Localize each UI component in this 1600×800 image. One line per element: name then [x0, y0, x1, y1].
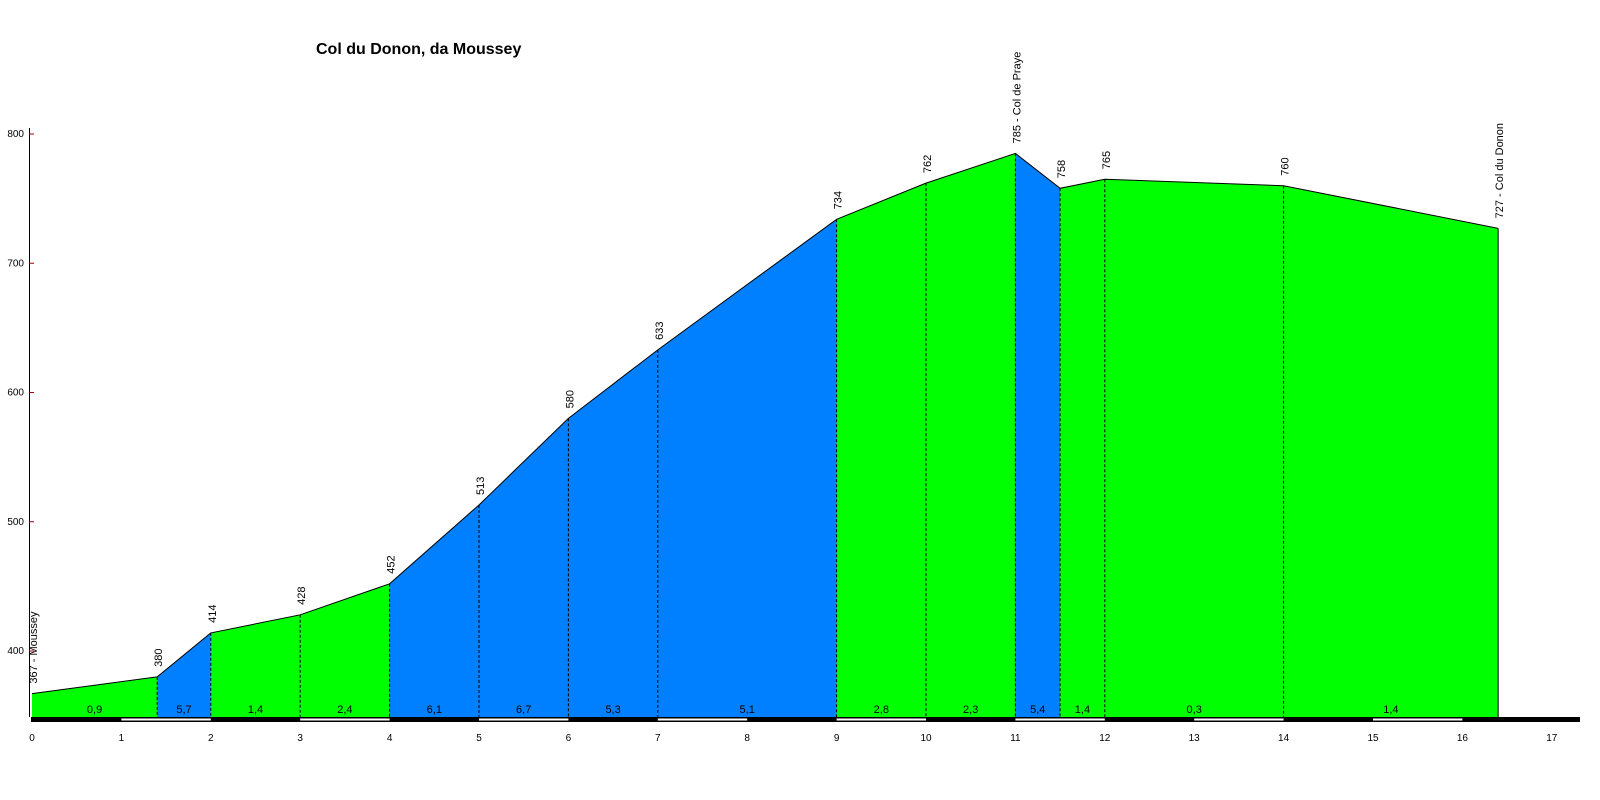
segment-area-9: [926, 153, 1016, 717]
segment-area-11: [1060, 179, 1105, 718]
x-tick-label: 16: [1457, 733, 1469, 744]
altitude-label: 414: [207, 605, 219, 623]
x-tick-label: 5: [476, 733, 482, 744]
y-tick-label: 600: [7, 388, 24, 399]
altitude-label: 513: [475, 477, 487, 495]
x-tick-label: 17: [1546, 733, 1558, 744]
x-tick-label: 15: [1367, 733, 1379, 744]
x-tick-label: 10: [920, 733, 932, 744]
gradient-label: 6,1: [427, 704, 442, 716]
x-tick-label: 3: [297, 733, 303, 744]
x-tick-label: 1: [119, 733, 125, 744]
segment-area-8: [836, 183, 926, 718]
y-tick-label: 800: [7, 129, 24, 140]
gradient-label: 2,4: [337, 704, 352, 716]
profile-line: [31, 152, 1499, 695]
gradient-label: 5,1: [740, 704, 755, 716]
x-tick-label: 13: [1189, 733, 1201, 744]
segment-area-6: [568, 349, 658, 717]
km-bar-white: [479, 718, 569, 721]
x-tick-label: 12: [1099, 733, 1111, 744]
segment-dividers: [156, 153, 1285, 717]
segment-area-12: [1104, 179, 1284, 718]
gradient-label: 5,7: [176, 704, 191, 716]
gradient-label: 1,4: [1075, 704, 1090, 716]
altitude-labels: 367 - Moussey 380 414 428 452 513 580 633 734 762…: [28, 52, 1506, 684]
gradient-label: 5,4: [1030, 704, 1045, 716]
x-tick-label: 9: [834, 733, 840, 744]
altitude-label: 428: [296, 586, 308, 604]
km-bar: [31, 717, 1580, 722]
gradient-labels: 0,9 5,7 1,4 2,4 6,1 6,7 5,3 5,1 2,8 2,3 5,4 1,4 0,3 1…: [87, 704, 1399, 716]
y-tick-label: 400: [7, 646, 24, 657]
altitude-label: 633: [654, 321, 666, 339]
gradient-label: 0,3: [1187, 704, 1202, 716]
x-tick-label: 14: [1278, 733, 1290, 744]
altitude-label: 580: [564, 390, 576, 408]
y-tick-label: 500: [7, 517, 24, 528]
x-tick-label: 8: [744, 733, 750, 744]
y-tick-label: 700: [7, 258, 24, 269]
x-tick-label: 11: [1010, 733, 1021, 744]
gradient-label: 6,7: [516, 704, 531, 716]
km-bar-white: [1194, 718, 1284, 721]
chart-title: Col du Donon, da Moussey: [316, 41, 521, 58]
altitude-label: 785 - Col de Praye: [1011, 52, 1023, 144]
x-axis: 0 1 2 3 4 5 6 7 8 9 10 11 12 13 14 15 16 17: [29, 733, 1558, 744]
altitude-label: 452: [386, 555, 398, 573]
segment-area-10: [1015, 153, 1061, 717]
profile-outline: [31, 152, 1499, 717]
segment-area-0: [32, 676, 158, 717]
altitude-label: 760: [1280, 157, 1292, 175]
segment-area-3: [300, 583, 390, 717]
gradient-label: 2,8: [874, 704, 889, 716]
altitude-label: 367 - Moussey: [28, 611, 40, 684]
km-bar-white: [121, 718, 211, 721]
altitude-label: 380: [153, 648, 165, 666]
gradient-label: 2,3: [963, 704, 978, 716]
km-bar-white: [657, 718, 748, 721]
km-bar-base: [31, 717, 1580, 722]
segment-area-1: [157, 632, 211, 717]
x-tick-label: 4: [387, 733, 393, 744]
gradient-label: 5,3: [605, 704, 620, 716]
altitude-label: 734: [833, 191, 845, 209]
x-tick-label: 0: [29, 733, 35, 744]
altitude-label: 758: [1056, 160, 1068, 178]
segment-area-13: [1283, 185, 1499, 717]
altitude-label: 762: [922, 155, 934, 173]
profile-areas: [32, 153, 1499, 718]
km-bar-white: [1373, 718, 1463, 721]
segment-area-2: [210, 614, 301, 717]
altitude-label: 727 - Col du Donon: [1494, 123, 1506, 218]
km-bar-white: [1015, 718, 1105, 721]
x-tick-label: 2: [208, 733, 214, 744]
segment-area-5: [479, 418, 569, 717]
km-bar-white: [300, 718, 390, 721]
gradient-label: 1,4: [248, 704, 263, 716]
gradient-label: 1,4: [1383, 704, 1398, 716]
x-tick-label: 6: [566, 733, 572, 744]
segment-area-4: [389, 504, 479, 717]
segment-area-7: [657, 219, 837, 717]
altitude-label: 765: [1101, 151, 1113, 169]
x-tick-label: 7: [655, 733, 661, 744]
y-axis: 400 500 600 700 800: [7, 128, 34, 717]
km-bar-white: [836, 718, 926, 721]
gradient-label: 0,9: [87, 704, 102, 716]
